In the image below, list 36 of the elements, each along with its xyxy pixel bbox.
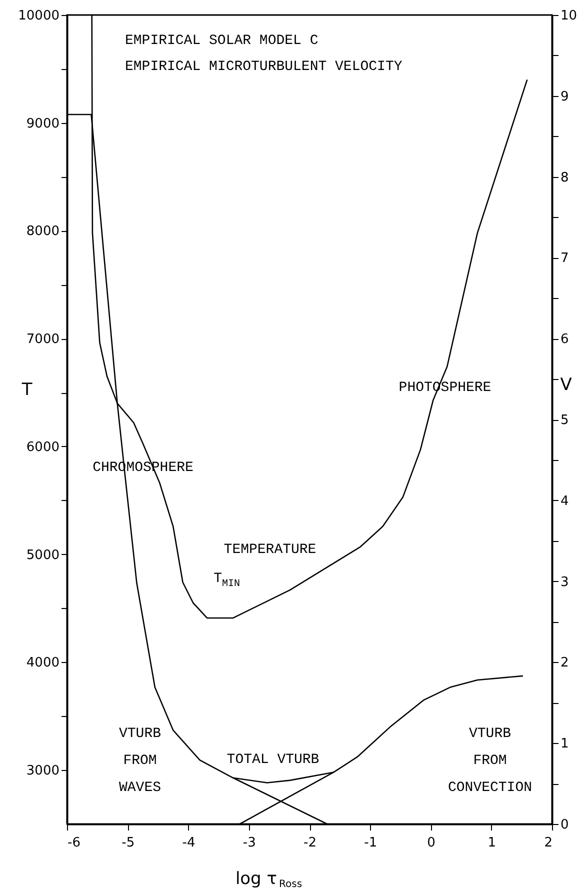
y-tick-label: 8000 <box>26 224 60 240</box>
y2-tick-label: 7 <box>560 251 569 266</box>
y2-tick-label: 9 <box>560 89 569 104</box>
x-tick-label: -6 <box>68 836 80 850</box>
y2-tick-label: 5 <box>560 413 569 428</box>
y-tick-label: 5000 <box>26 548 60 563</box>
y2-tick-label: 2 <box>560 656 569 671</box>
y-tick-label: 4000 <box>26 656 60 671</box>
annotation: TOTAL VTURB <box>226 752 320 768</box>
x-tick-label: -3 <box>242 836 256 850</box>
annotation: VTURB FROM CONVECTION <box>448 726 532 796</box>
y-tick-label: 9000 <box>26 116 60 132</box>
y2-tick-label: 8 <box>560 170 569 186</box>
y2-tick-label: 0 <box>560 818 569 832</box>
x-tick-label: -1 <box>364 836 378 850</box>
y-axis-title: T <box>20 380 33 400</box>
y2-axis-title: V <box>560 375 572 395</box>
x-tick-label: -2 <box>304 836 316 850</box>
x-tick-label: -5 <box>122 836 135 850</box>
text: EMPIRICAL MICROTURBULENT VELOCITY <box>125 59 403 75</box>
y2-tick-label: 3 <box>560 574 569 590</box>
text: EMPIRICAL SOLAR MODEL C <box>125 33 318 49</box>
y-tick-label: 6000 <box>26 440 60 455</box>
x-tick-label: 1 <box>488 836 496 850</box>
x-tick-label: 0 <box>427 836 436 850</box>
y2-tick-label: 10 <box>560 8 578 24</box>
y2-tick-label: 4 <box>560 494 569 509</box>
y-tick-label: 3000 <box>26 764 60 779</box>
y2-tick-label: 6 <box>560 332 569 348</box>
y-tick-label: 10000 <box>18 8 60 24</box>
x-tick-label: 2 <box>544 836 552 850</box>
y-tick-label: 7000 <box>26 332 60 348</box>
y2-tick-label: 1 <box>560 736 569 752</box>
annotation: TEMPERATURE <box>224 542 316 558</box>
x-tick-label: -4 <box>182 836 196 850</box>
annotation: VTURB FROM WAVES <box>118 726 162 796</box>
